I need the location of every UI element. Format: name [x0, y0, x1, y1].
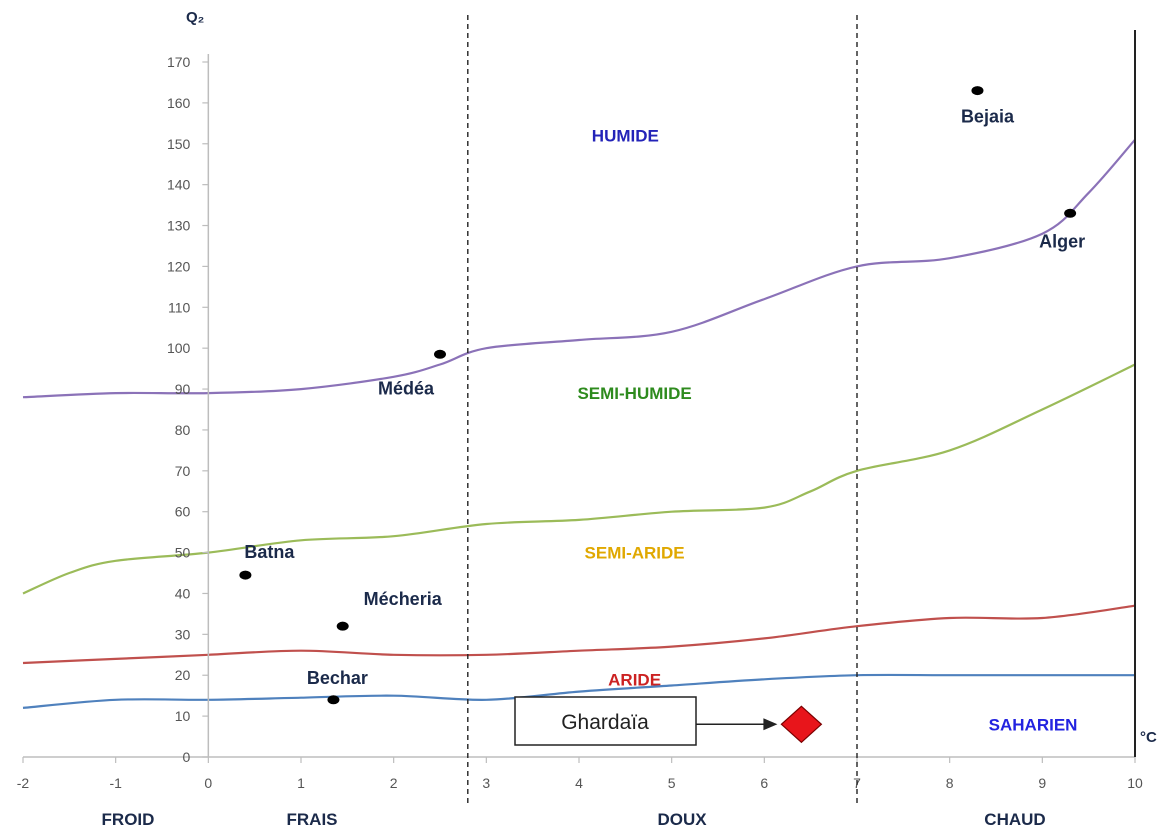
x-tick-label: 9: [1038, 775, 1046, 791]
ghardaia-label: Ghardaïa: [561, 711, 649, 734]
station-marker: [434, 349, 446, 359]
station-label: Alger: [1039, 231, 1085, 251]
band-label-froid: FROID: [102, 810, 155, 829]
ghardaia-marker: [780, 705, 823, 744]
y-tick-label: 150: [167, 136, 191, 152]
y-axis-label: Q₂: [186, 9, 204, 26]
y-tick-label: 20: [175, 667, 191, 683]
zone-label-semi-humide: SEMI-HUMIDE: [577, 384, 691, 403]
ghardaia-callout: Ghardaïa: [514, 696, 823, 746]
y-tick-label: 110: [168, 299, 191, 315]
temperature-band-labels: FROID FRAIS DOUX CHAUD: [102, 810, 1046, 829]
y-tick-label: 90: [175, 381, 191, 397]
axes: 0102030405060708090100110120130140150160…: [17, 9, 1157, 791]
y-tick-label: 30: [175, 626, 191, 642]
ghardaia-label-box: [514, 696, 697, 746]
y-tick-label: 40: [175, 585, 191, 601]
x-tick-label: 0: [204, 775, 212, 791]
y-tick-label: 80: [175, 422, 191, 438]
zone-label-saharien: SAHARIEN: [989, 715, 1078, 734]
band-label-frais: FRAIS: [287, 810, 338, 829]
x-tick-label: 8: [946, 775, 954, 791]
x-tick-label: 2: [390, 775, 398, 791]
zone-label-semi-aride: SEMI-ARIDE: [585, 544, 685, 563]
station-label: Bejaia: [961, 107, 1015, 127]
y-tick-label: 120: [167, 258, 191, 274]
station-marker: [336, 621, 349, 631]
band-label-doux: DOUX: [657, 810, 707, 829]
x-axis-unit-label: °C: [1140, 729, 1157, 746]
band-label-chaud: CHAUD: [984, 810, 1045, 829]
band-dividers: [467, 15, 858, 805]
y-tick-label: 130: [167, 218, 191, 234]
station-label: Bechar: [307, 668, 368, 688]
station-marker: [327, 695, 340, 705]
x-tick-label: -1: [109, 775, 122, 791]
boundary-curve-2: [22, 363, 1136, 595]
x-tick-label: 3: [482, 775, 490, 791]
y-tick-label: 170: [167, 54, 191, 70]
x-tick-label: 10: [1127, 775, 1143, 791]
station-marker: [239, 570, 252, 580]
x-tick-label: 1: [297, 775, 305, 791]
station-label: Mécheria: [364, 589, 443, 609]
y-tick-label: 70: [175, 463, 191, 479]
y-tick-label: 10: [175, 708, 191, 724]
y-tick-label: 160: [167, 95, 191, 111]
zone-labels: HUMIDE SEMI-HUMIDE SEMI-ARIDE ARIDE SAHARIEN: [577, 127, 1077, 735]
station-marker: [1064, 208, 1077, 218]
station-label: Médéa: [378, 378, 435, 398]
x-tick-label: 5: [668, 775, 676, 791]
x-tick-label: 6: [760, 775, 768, 791]
x-tick-label: -2: [17, 775, 30, 791]
zone-label-humide: HUMIDE: [592, 127, 659, 146]
y-tick-label: 60: [175, 504, 191, 520]
station-marker: [971, 86, 984, 96]
boundary-curve-1: [22, 138, 1136, 399]
x-tick-label: 4: [575, 775, 583, 791]
y-tick-label: 50: [175, 545, 191, 561]
ghardaia-arrow-head: [763, 718, 778, 731]
stations: Bejaia Alger Médéa Batna Mécheria Bechar: [239, 86, 1085, 705]
y-tick-label: 140: [167, 177, 191, 193]
zone-label-aride: ARIDE: [608, 670, 661, 689]
station-label: Batna: [244, 542, 295, 562]
y-tick-label: 0: [183, 749, 191, 765]
y-tick-label: 100: [167, 340, 191, 356]
